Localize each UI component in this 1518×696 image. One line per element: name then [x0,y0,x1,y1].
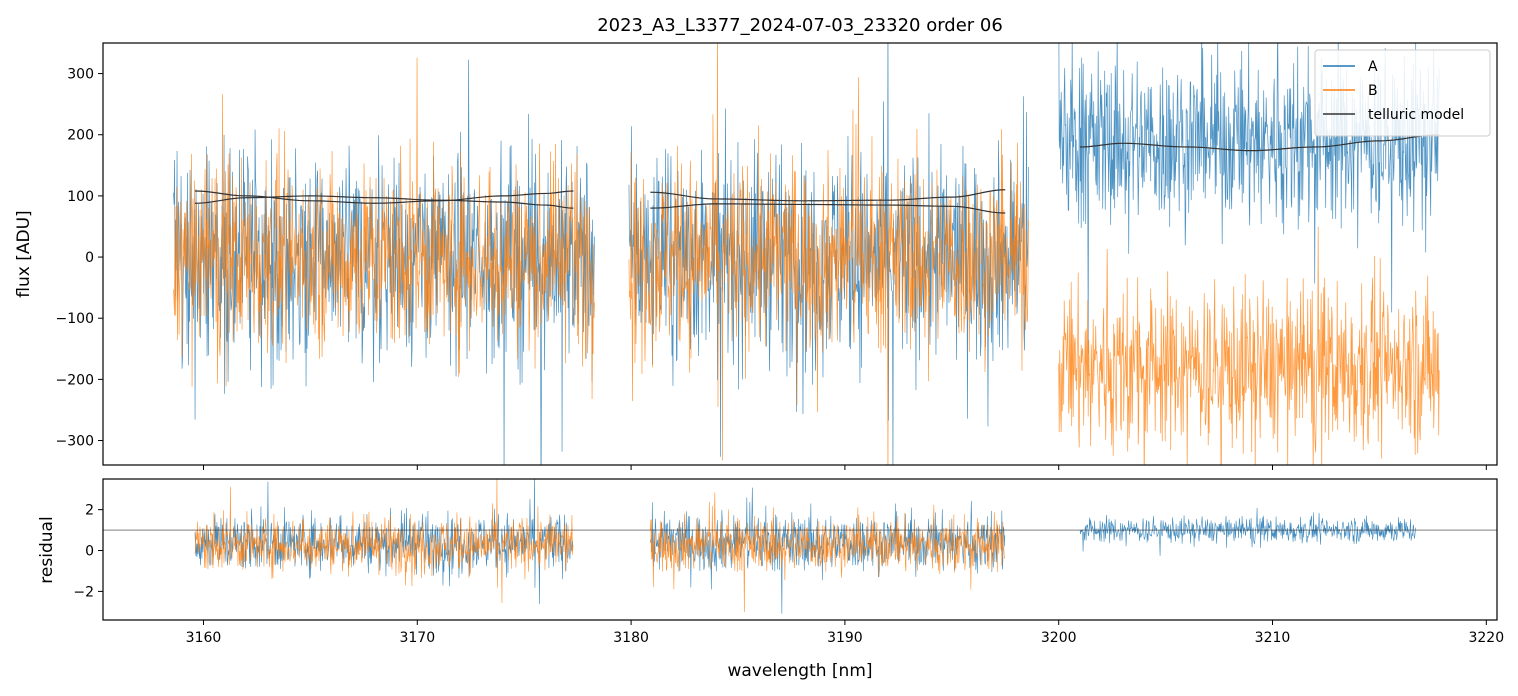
flux-series-b-segment-2 [628,43,1029,465]
residual-y-tick-label-1: 0 [85,544,94,560]
telluric-model-curve-2 [194,190,574,204]
residual-x-tick-label-3200: 3200 [1041,630,1077,646]
flux-y-tick-label-0: −300 [56,434,94,450]
legend-label-2: B [1368,83,1378,99]
telluric-model-curve-1 [194,195,574,209]
flux-series-b-segment-3 [1058,226,1440,465]
residual-axes-frame [102,478,1498,621]
flux-panel: −300 −200 −100 0 100 200 300 flux [ADU] ABtell… [14,42,1498,470]
legend-label-3: telluric model [1368,107,1464,123]
residual-series-a-segment-1 [194,479,574,605]
telluric-model-curve-4 [650,189,1006,202]
residual-x-tick-label-3210: 3210 [1255,630,1291,646]
legend-label-1: A [1368,59,1378,75]
flux-y-tick-label-1: −200 [56,372,94,388]
residual-x-tick-label-3190: 3190 [827,630,863,646]
flux-y-axis-label: flux [ADU] [14,210,34,297]
flux-y-ticks: −300 −200 −100 0 100 200 300 [56,67,103,450]
flux-y-tick-label-3: 0 [85,250,94,266]
residual-x-tick-label-3220: 3220 [1468,630,1504,646]
flux-y-tick-label-4: 100 [67,189,94,205]
flux-axes-frame [102,42,1498,466]
legend-box [1314,49,1491,137]
residual-x-tick-label-3180: 3180 [613,630,649,646]
residual-panel: 3160 3170 3180 3190 3200 3210 3220 −2 0 2 residu… [37,478,1504,681]
residual-y-tick-label-2: 2 [85,503,94,519]
flux-y-tick-label-2: −100 [56,311,94,327]
residual-series-group [103,479,1497,614]
flux-x-ticks [202,465,1487,470]
telluric-model-curve-5 [1080,134,1440,152]
flux-y-tick-label-6: 300 [67,67,94,83]
flux-series-b-segment-1 [173,57,595,400]
residual-series-a-segment-3 [1079,507,1416,556]
telluric-model-curve-3 [650,203,1006,214]
chart-title: 2023_A3_L3377_2024-07-03_23320 order 06 [597,15,1003,36]
residual-x-tick-label-3170: 3170 [399,630,435,646]
residual-y-axis-label: residual [37,516,57,583]
x-axis-label: wavelength [nm] [727,661,872,681]
flux-series-a-segment-3 [1058,43,1440,355]
residual-x-tick-label-3160: 3160 [186,630,222,646]
flux-series-group [173,43,1440,465]
flux-y-tick-label-5: 200 [67,128,94,144]
residual-series-b-segment-1 [194,479,574,604]
residual-y-ticks: −2 0 2 [73,503,103,600]
residual-x-ticks: 3160 3170 3180 3190 3200 3210 3220 [186,620,1504,646]
residual-y-tick-label-0: −2 [73,584,94,600]
